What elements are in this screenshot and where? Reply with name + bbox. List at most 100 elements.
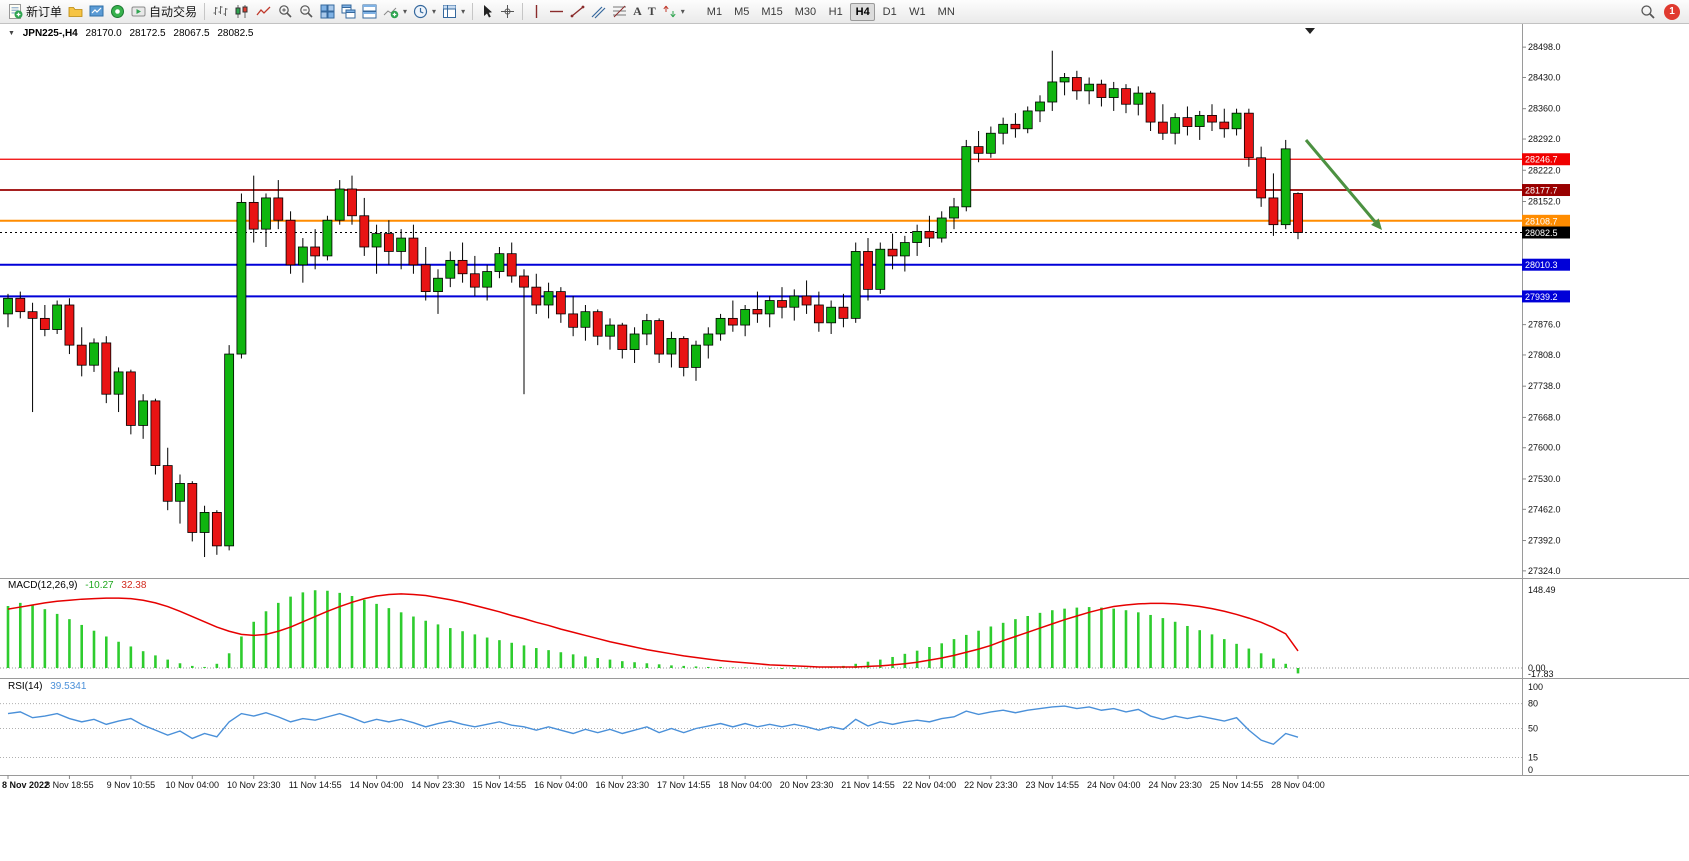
chart-info-line: ▼ JPN225-,H4 28170.0 28172.5 28067.5 280…	[8, 28, 259, 39]
candle-body	[678, 338, 689, 368]
candle-body	[506, 253, 517, 277]
ohlc-high: 28172.5	[129, 28, 166, 39]
zoom-out-icon	[299, 4, 314, 19]
svg-text:14 Nov 04:00: 14 Nov 04:00	[350, 780, 404, 790]
trend-arrow-line[interactable]	[1304, 139, 1377, 223]
algo-trading-icon	[131, 4, 146, 19]
candle-body	[899, 242, 910, 257]
candle-body	[1207, 114, 1217, 123]
macd-signal-line	[7, 593, 1299, 668]
chevron-down-icon: ▾	[403, 7, 408, 16]
timeframe-m1-button[interactable]: M1	[706, 5, 723, 18]
candle-body	[1121, 88, 1131, 105]
timeframe-mn-button[interactable]: MN	[937, 5, 955, 18]
svg-text:16 Nov 04:00: 16 Nov 04:00	[534, 780, 588, 790]
svg-text:28177.7: 28177.7	[1525, 186, 1558, 196]
symbol-marker-icon: ▼	[8, 30, 15, 37]
timeframe-m15-button[interactable]: M15	[761, 5, 783, 18]
label-tool-button[interactable]: T	[645, 2, 659, 22]
candle-body	[457, 259, 468, 275]
search-icon[interactable]	[1640, 4, 1656, 20]
svg-text:0: 0	[1528, 765, 1533, 775]
candlestick-chart-button[interactable]	[231, 2, 253, 22]
zoom-out-button[interactable]	[296, 2, 317, 22]
fibonacci-tool-button[interactable]	[609, 2, 630, 22]
line-chart-button[interactable]	[253, 2, 275, 22]
candle-body	[973, 146, 984, 154]
svg-text:28108.7: 28108.7	[1525, 216, 1558, 226]
svg-text:28292.0: 28292.0	[1528, 134, 1561, 144]
svg-text:23 Nov 14:55: 23 Nov 14:55	[1026, 780, 1080, 790]
tile-horizontal-button[interactable]	[359, 2, 380, 22]
text-tool-button[interactable]: A	[630, 2, 645, 22]
svg-text:50: 50	[1528, 724, 1538, 734]
market-watch-button[interactable]	[86, 2, 107, 22]
macd-histogram	[6, 590, 1300, 674]
label-icon: T	[647, 4, 656, 18]
fibonacci-icon	[612, 4, 627, 19]
timeframe-h4-button[interactable]: H4	[850, 2, 876, 21]
timeframe-m5-button[interactable]: M5	[734, 5, 750, 18]
candle-body	[359, 215, 370, 248]
vertical-line-tool-button[interactable]	[527, 2, 546, 22]
new-order-button[interactable]: 新订单	[5, 2, 65, 22]
svg-text:14 Nov 23:30: 14 Nov 23:30	[411, 780, 465, 790]
candle-body	[3, 297, 13, 315]
candle-body	[703, 333, 714, 346]
trendline-tool-button[interactable]	[567, 2, 588, 22]
svg-text:17 Nov 14:55: 17 Nov 14:55	[657, 780, 711, 790]
bar-chart-icon	[212, 4, 228, 19]
timeframe-m30-button[interactable]: M30	[794, 5, 817, 18]
svg-text:25 Nov 14:55: 25 Nov 14:55	[1210, 780, 1264, 790]
svg-text:20 Nov 23:30: 20 Nov 23:30	[780, 780, 834, 790]
add-indicator-button[interactable]: ▾	[380, 2, 410, 22]
svg-text:28430.0: 28430.0	[1528, 72, 1561, 82]
candle-body	[1170, 117, 1181, 134]
candle-body	[297, 246, 308, 266]
templates-button[interactable]: ▾	[439, 2, 468, 22]
bar-chart-button[interactable]	[209, 2, 231, 22]
svg-text:9 Nov 10:55: 9 Nov 10:55	[107, 780, 156, 790]
svg-text:16 Nov 23:30: 16 Nov 23:30	[596, 780, 650, 790]
chart-top-marker[interactable]	[1305, 28, 1315, 34]
algo-trading-button[interactable]: 自动交易	[128, 2, 200, 22]
notification-badge[interactable]: 1	[1664, 3, 1680, 20]
candle-body	[936, 217, 947, 239]
clock-icon	[413, 4, 428, 19]
candle-body	[396, 237, 407, 252]
zoom-in-icon	[278, 4, 293, 19]
arrows-tool-button[interactable]: ▾	[659, 2, 688, 22]
svg-text:10 Nov 23:30: 10 Nov 23:30	[227, 780, 281, 790]
ohlc-low: 28067.5	[173, 28, 210, 39]
candle-body	[1293, 193, 1303, 233]
candle-body	[211, 512, 222, 547]
candle-body	[420, 264, 431, 293]
cursor-button[interactable]	[477, 2, 497, 22]
candle-body	[433, 277, 443, 293]
toolbar-separator	[522, 3, 524, 20]
timeframe-h1-button[interactable]: H1	[828, 5, 843, 18]
price-badge	[1522, 214, 1570, 227]
svg-text:18 Nov 04:00: 18 Nov 04:00	[718, 780, 772, 790]
timeframe-w1-button[interactable]: W1	[909, 5, 926, 18]
candle-body	[1194, 114, 1205, 127]
svg-text:27808.0: 27808.0	[1528, 350, 1561, 360]
candle-body	[752, 309, 763, 315]
price-badge	[1522, 153, 1570, 166]
candle-body	[1280, 148, 1291, 226]
candle-body	[605, 324, 615, 337]
market-watch-icon	[89, 4, 104, 19]
profiles-button[interactable]	[65, 2, 86, 22]
tile-windows-button[interactable]	[317, 2, 338, 22]
horizontal-levels	[0, 158, 1522, 298]
svg-text:24 Nov 04:00: 24 Nov 04:00	[1087, 780, 1141, 790]
community-button[interactable]	[107, 2, 128, 22]
zoom-in-button[interactable]	[275, 2, 296, 22]
cascade-windows-button[interactable]	[338, 2, 359, 22]
horizontal-line-tool-button[interactable]	[546, 2, 567, 22]
timeframe-d1-button[interactable]: D1	[882, 5, 897, 18]
periods-button[interactable]: ▾	[410, 2, 439, 22]
channel-tool-button[interactable]	[588, 2, 609, 22]
crosshair-button[interactable]	[497, 2, 518, 22]
